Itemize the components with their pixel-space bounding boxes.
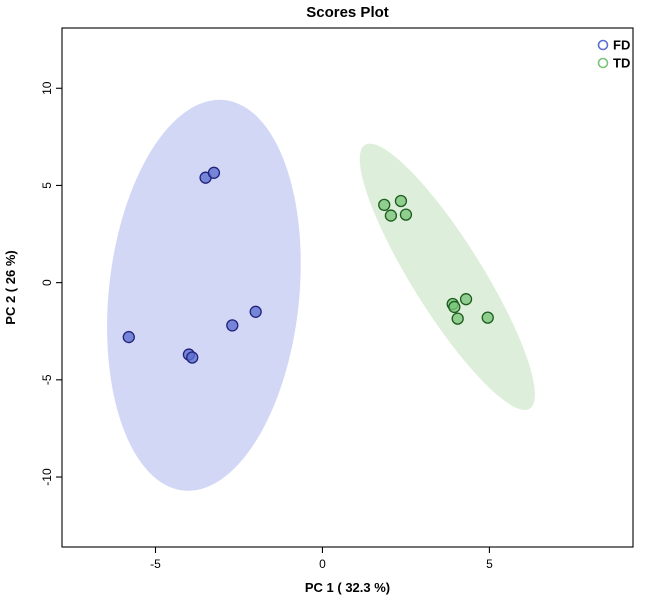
legend-label-TD: TD (613, 56, 630, 71)
chart-title: Scores Plot (306, 4, 389, 21)
data-point-TD (481, 311, 494, 324)
data-point-FD (122, 330, 135, 344)
data-point-FD (207, 166, 221, 179)
y-tick-label: 0 (40, 279, 54, 286)
data-point-FD (226, 319, 239, 332)
x-tick-label: -5 (150, 557, 161, 571)
axes-layer: -5 0 5 -10 -5 0 5 10 (40, 81, 493, 571)
legend-marker-TD (597, 57, 609, 69)
y-tick-label: 5 (40, 182, 54, 189)
y-axis-label: PC 2 ( 26 %) (3, 250, 18, 324)
plot-border (61, 27, 634, 548)
legend-label-FD: FD (613, 38, 630, 53)
confidence-ellipse-TD (359, 143, 535, 410)
data-point-TD (451, 312, 464, 325)
data-layer (107, 99, 535, 491)
y-tick-label: -5 (40, 374, 54, 385)
data-point-TD (448, 300, 461, 314)
x-tick-label: 5 (486, 557, 493, 571)
y-tick-label: -10 (40, 468, 54, 486)
data-point-TD (394, 194, 408, 208)
y-tick-label: 10 (40, 81, 54, 95)
data-point-TD (459, 293, 473, 306)
data-point-TD (378, 198, 391, 212)
data-point-FD (249, 305, 262, 318)
x-axis-label: PC 1 ( 32.3 %) (305, 580, 390, 595)
data-point-TD (399, 208, 413, 221)
data-point-FD (186, 351, 199, 364)
x-tick-label: 0 (319, 557, 326, 571)
data-point-TD (384, 209, 398, 222)
confidence-ellipse-FD (107, 99, 301, 491)
legend: FD TD (597, 38, 630, 71)
legend-marker-FD (597, 39, 609, 51)
